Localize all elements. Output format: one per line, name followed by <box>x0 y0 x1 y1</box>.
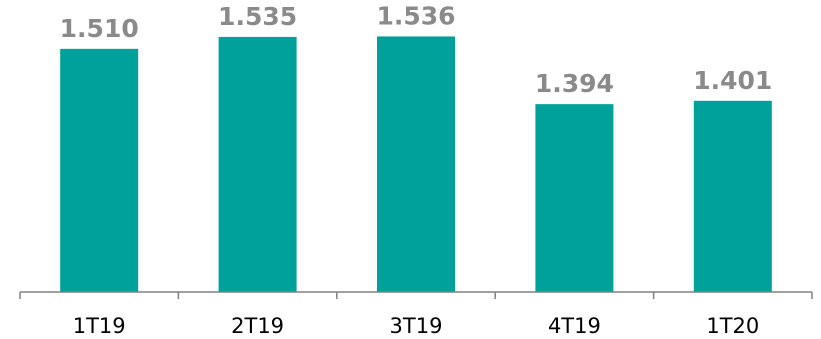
value-label-4t19: 1.394 <box>535 69 614 98</box>
category-label-1t19: 1T19 <box>73 314 126 338</box>
bar-4t19 <box>535 104 614 293</box>
value-labels-group: 1.510 1.535 1.536 1.394 1.401 <box>60 1 773 98</box>
x-axis-ticks <box>19 292 813 299</box>
category-label-4t19: 4T19 <box>548 314 601 338</box>
category-label-3t19: 3T19 <box>390 314 443 338</box>
bar-1t20 <box>693 100 772 292</box>
category-labels-group: 1T19 2T19 3T19 4T19 1T20 <box>73 314 760 338</box>
value-label-1t20: 1.401 <box>693 66 772 95</box>
bar-1t19 <box>60 48 139 292</box>
bar-2t19 <box>218 36 297 292</box>
value-label-1t19: 1.510 <box>60 14 139 43</box>
bar-3t19 <box>377 36 455 292</box>
category-label-2t19: 2T19 <box>231 314 284 338</box>
value-label-2t19: 1.535 <box>218 2 297 31</box>
value-label-3t19: 1.536 <box>376 1 455 30</box>
bars-group <box>60 36 772 293</box>
category-label-1t20: 1T20 <box>706 314 759 338</box>
